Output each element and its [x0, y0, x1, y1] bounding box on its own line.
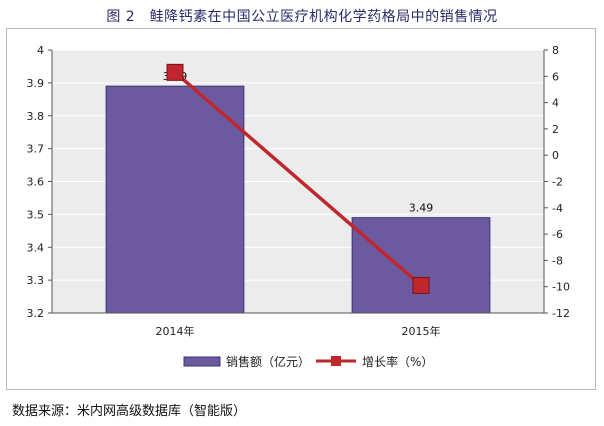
right-tick-label-0: -12	[552, 307, 570, 320]
legend-swatch-marker	[331, 356, 341, 366]
x-tick-label-1: 2015年	[402, 324, 441, 338]
left-tick-label-3: 3.5	[27, 208, 45, 221]
right-tick-label-3: -6	[552, 228, 563, 241]
right-tick-label-4: -4	[552, 202, 563, 215]
x-tick-label-0: 2014年	[156, 324, 195, 338]
left-tick-label-4: 3.6	[27, 176, 45, 189]
right-tick-label-9: 6	[552, 70, 559, 83]
growth-point-1	[412, 276, 430, 294]
left-axis: 3.2 3.3 3.4 3.5 3.6 3.7 3.8 3.9 4	[27, 44, 53, 320]
legend: 销售额（亿元） 增长率（%）	[183, 354, 433, 369]
bar-data-label-1: 3.49	[409, 202, 434, 215]
right-tick-label-6: 0	[552, 149, 559, 162]
bar-0	[105, 85, 245, 314]
x-axis: 2014年 2015年	[52, 312, 544, 338]
left-tick-label-8: 4	[37, 44, 44, 57]
left-tick-label-1: 3.3	[27, 274, 45, 287]
bar-1	[351, 217, 491, 314]
left-tick-label-2: 3.4	[27, 241, 45, 254]
left-tick-label-5: 3.7	[27, 143, 45, 156]
right-tick-label-7: 2	[552, 123, 559, 136]
growth-line	[173, 71, 423, 287]
right-tick-label-8: 4	[552, 97, 559, 110]
left-tick-label-0: 3.2	[27, 307, 45, 320]
growth-point-0	[166, 63, 184, 81]
right-tick-label-10: 8	[552, 44, 559, 57]
left-tick-label-6: 3.8	[27, 110, 45, 123]
right-axis: -12 -10 -8 -6 -4 -2 0 2 4 6 8	[543, 44, 570, 320]
legend-swatch-bar	[183, 356, 221, 367]
right-tick-label-1: -10	[552, 281, 570, 294]
legend-label-bar: 销售额（亿元）	[226, 354, 310, 369]
line-series	[166, 63, 430, 294]
right-tick-label-2: -8	[552, 254, 563, 267]
left-tick-label-7: 3.9	[27, 77, 45, 90]
data-source-note: 数据来源：米内网高级数据库（智能版）	[12, 404, 247, 419]
chart-title: 图 2 鲑降钙素在中国公立医疗机构化学药格局中的销售情况	[106, 9, 498, 25]
combo-chart: 3.893.49 3.23.33.43.53.63.73.83.94 -12-1…	[27, 44, 570, 369]
right-tick-label-5: -2	[552, 176, 563, 189]
bar-series	[105, 85, 491, 314]
legend-label-line: 增长率（%）	[362, 354, 433, 369]
